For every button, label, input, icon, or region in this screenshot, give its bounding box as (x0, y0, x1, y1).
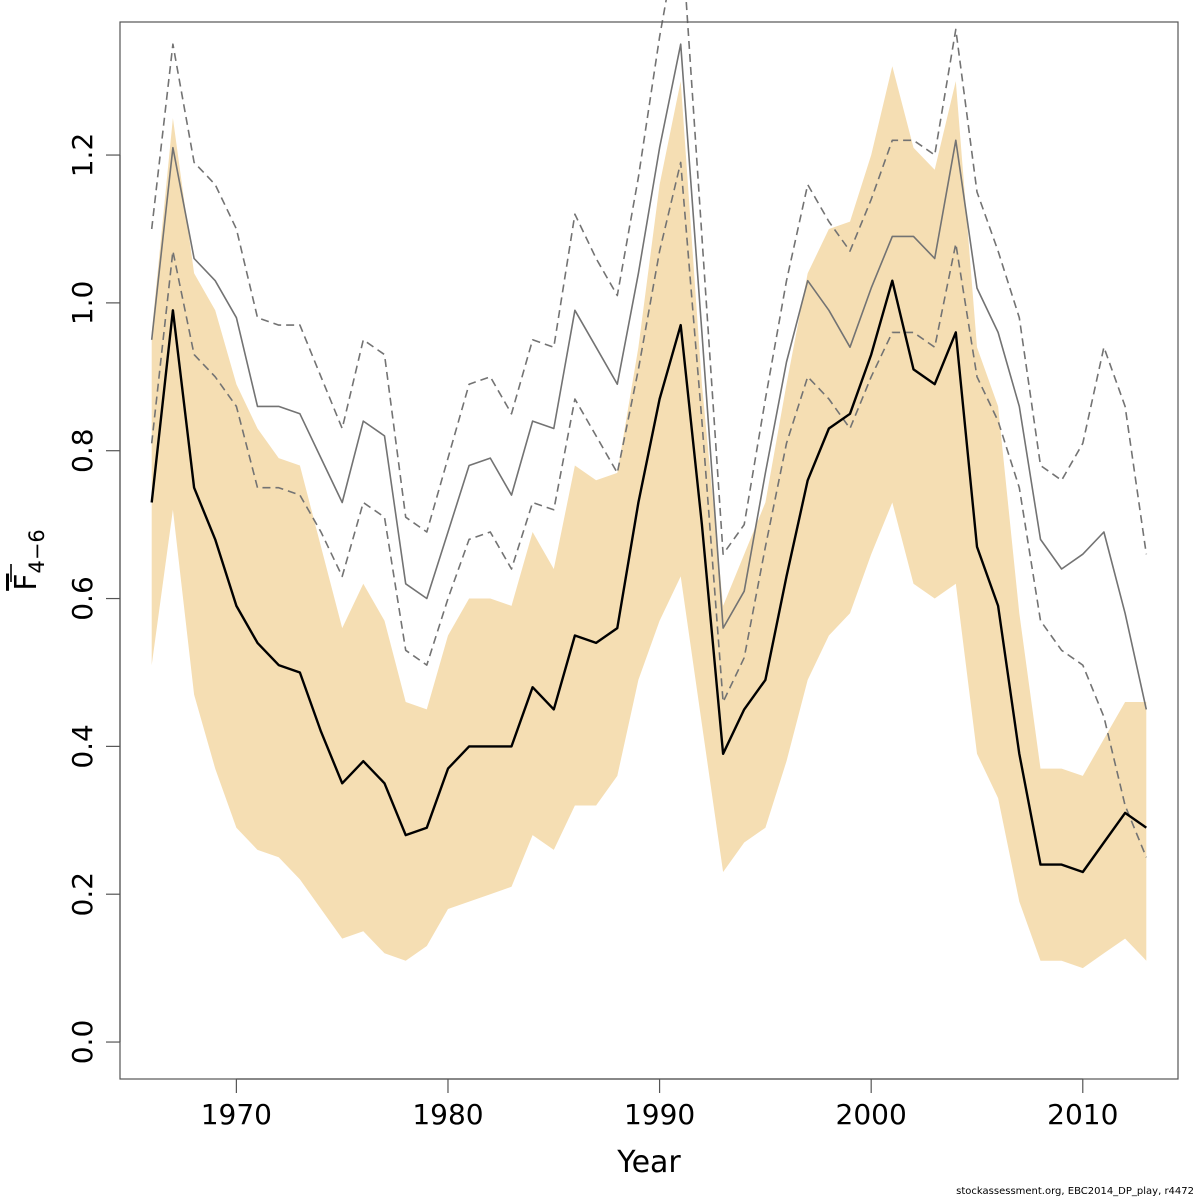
y-tick-label: 0.0 (66, 1020, 99, 1065)
confidence-band-layer (151, 66, 1147, 969)
x-tick-label: 1970 (201, 1098, 272, 1131)
series-layer (150, 0, 1148, 874)
footer-note: stockassessment.org, EBC2014_DP_play, r4… (956, 1186, 1194, 1197)
y-tick-label: 0.8 (66, 428, 99, 473)
confidence-band (151, 66, 1147, 969)
y-axis-title-subscript: 4−6 (25, 529, 49, 573)
svg-text:F4−6: F4−6 (9, 529, 49, 591)
y-tick-label: 0.2 (66, 872, 99, 917)
y-tick-label: 0.4 (66, 724, 99, 769)
y-tick-label: 1.2 (66, 133, 99, 178)
series-line-1 (150, 43, 1148, 710)
series-line-0 (150, 279, 1147, 874)
y-axis-title: F4−6 (9, 529, 49, 591)
x-axis: 1970 1980 1990 2000 2010 (201, 1078, 1118, 1131)
y-axis: 0.0 0.2 0.4 0.6 0.8 1.0 1.2 (66, 133, 121, 1065)
y-tick-label: 1.0 (66, 281, 99, 326)
x-tick-label: 2010 (1047, 1098, 1118, 1131)
x-tick-label: 1990 (624, 1098, 695, 1131)
y-axis-title-main: F (9, 574, 44, 591)
x-tick-label: 1980 (412, 1098, 483, 1131)
series-line-3 (150, 161, 1148, 858)
y-tick-label: 0.6 (66, 576, 99, 621)
x-axis-title: Year (616, 1145, 681, 1180)
x-tick-label: 2000 (836, 1098, 907, 1131)
